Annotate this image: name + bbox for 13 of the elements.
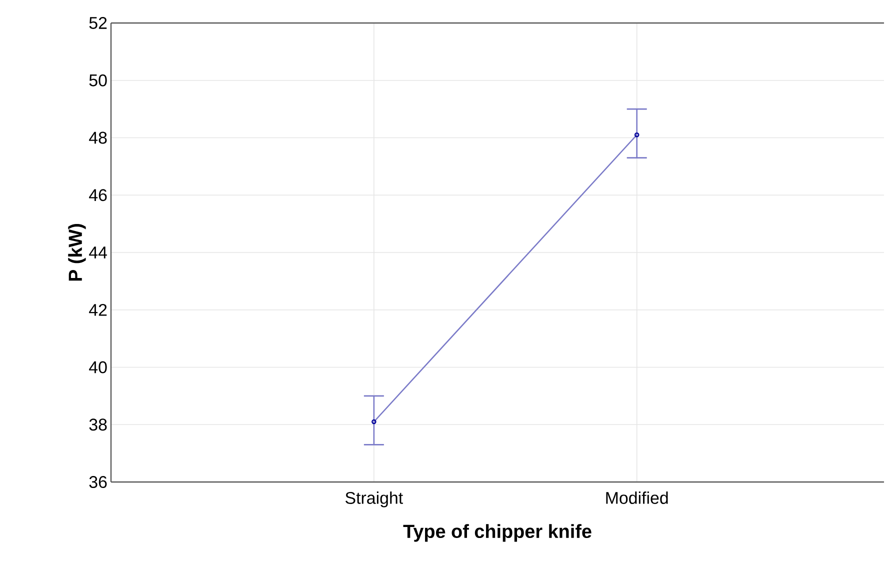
- y-tick-label: 42: [89, 304, 107, 316]
- x-tick-label: Straight: [346, 492, 403, 508]
- y-tick-label: 46: [89, 189, 107, 202]
- y-tick-label: 48: [89, 132, 107, 144]
- x-axis-title: Type of chipper knife: [403, 524, 592, 542]
- y-axis-title: P (kW): [68, 224, 86, 281]
- y-tick-label: 44: [89, 246, 107, 258]
- y-tick-label: 38: [89, 418, 107, 431]
- y-tick-label: 52: [89, 16, 107, 29]
- y-tick-label: 36: [89, 476, 107, 488]
- y-tick-label: 40: [89, 361, 107, 374]
- y-tick-label: 50: [89, 74, 107, 86]
- x-tick-label: Modified: [606, 492, 668, 504]
